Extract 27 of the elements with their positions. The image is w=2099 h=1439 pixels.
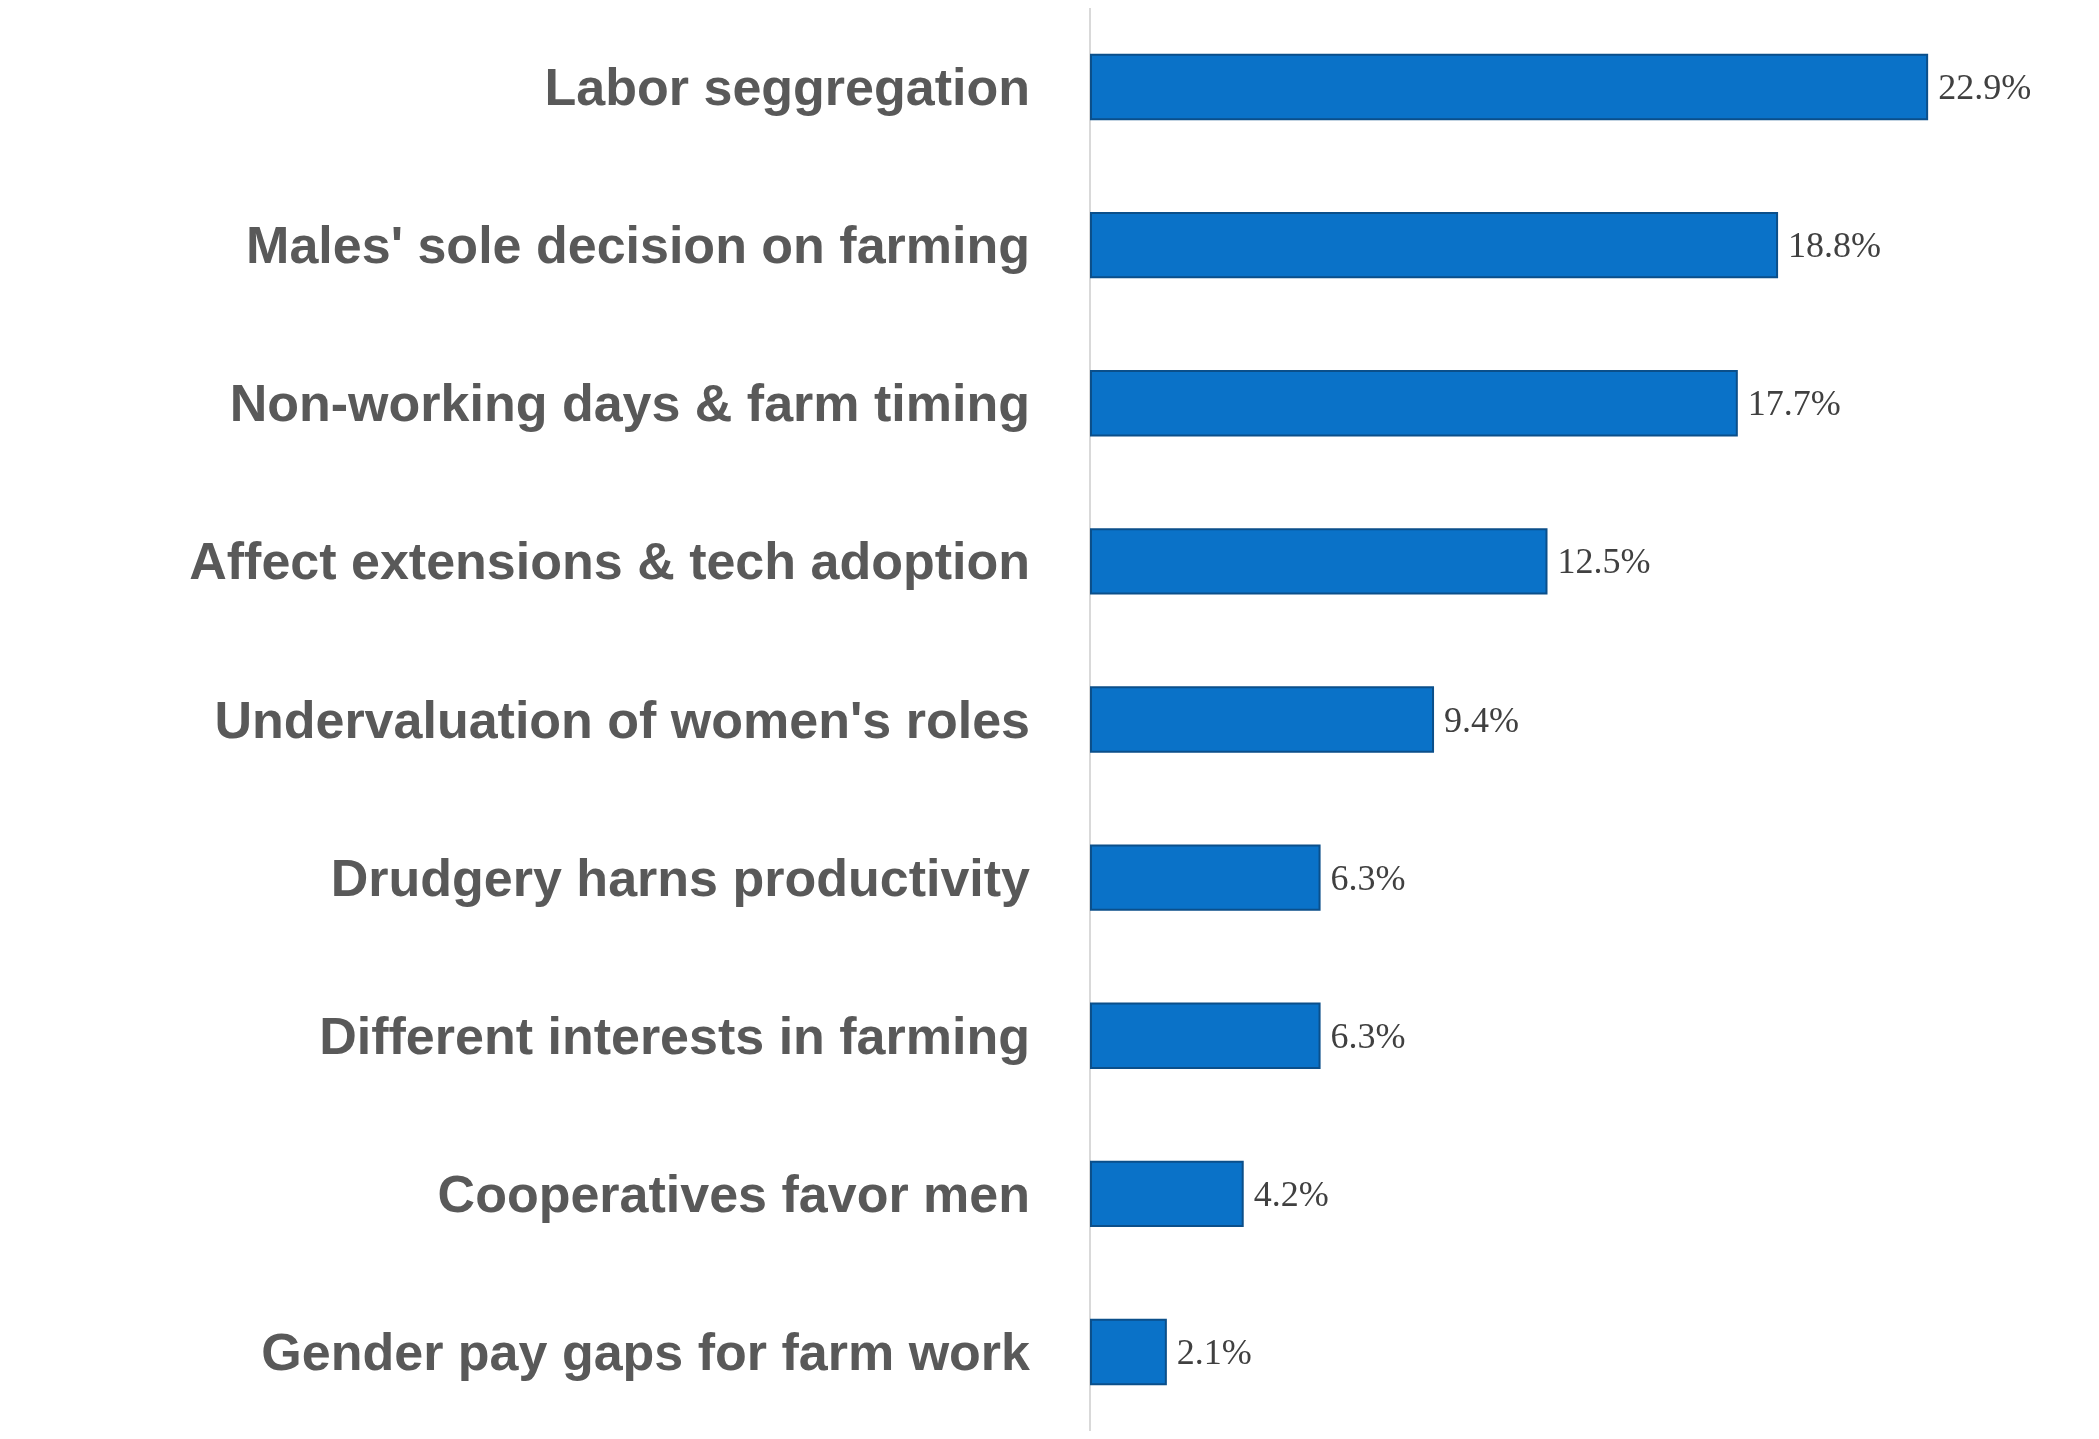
bar — [1090, 1160, 1244, 1228]
y-tick-label: Cooperatives favor men — [437, 1164, 1030, 1223]
data-label: 12.5% — [1557, 541, 1651, 582]
y-tick-label: Males' sole decision on farming — [246, 216, 1030, 275]
bar — [1090, 528, 1548, 595]
data-label: 6.3% — [1330, 1015, 1406, 1056]
bar — [1090, 844, 1321, 911]
y-tick-label: Non-working days & farm timing — [229, 374, 1030, 433]
y-tick-label: Affect extensions & tech adoption — [189, 532, 1030, 591]
bar — [1090, 1318, 1167, 1386]
y-tick-label: Undervaluation of women's roles — [214, 690, 1030, 749]
data-label: 22.9% — [1938, 67, 2032, 108]
y-tick-label: Drudgery harns productivity — [330, 848, 1031, 907]
data-label: 2.1% — [1176, 1331, 1252, 1372]
bar — [1090, 370, 1738, 437]
data-label: 18.8% — [1788, 225, 1882, 266]
y-tick-label: Labor seggregation — [544, 58, 1030, 117]
y-tick-label: Gender pay gaps for farm work — [261, 1322, 1031, 1381]
data-label: 6.3% — [1330, 857, 1406, 898]
y-tick-label: Different interests in farming — [319, 1006, 1030, 1065]
bar — [1090, 1002, 1321, 1069]
data-label: 17.7% — [1747, 383, 1841, 424]
data-label: 4.2% — [1253, 1173, 1329, 1214]
bar — [1090, 53, 1929, 121]
bar — [1090, 211, 1779, 279]
bar — [1090, 686, 1435, 753]
data-label: 9.4% — [1444, 699, 1520, 740]
